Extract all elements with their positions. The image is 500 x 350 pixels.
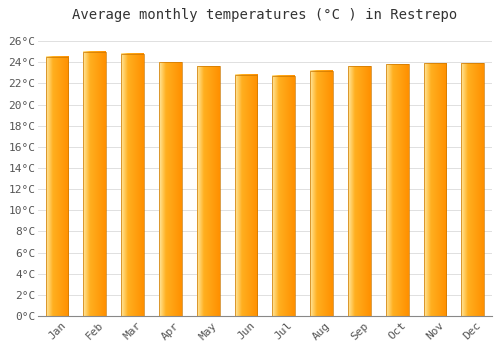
Bar [310,71,333,316]
Bar [159,62,182,316]
Bar [272,76,295,316]
Title: Average monthly temperatures (°C ) in Restrepo: Average monthly temperatures (°C ) in Re… [72,8,458,22]
Bar [234,75,258,316]
Bar [386,64,408,316]
Bar [197,66,220,316]
Bar [46,57,68,316]
Bar [348,66,370,316]
Bar [122,54,144,316]
Bar [84,51,106,316]
Bar [462,63,484,316]
Bar [424,63,446,316]
